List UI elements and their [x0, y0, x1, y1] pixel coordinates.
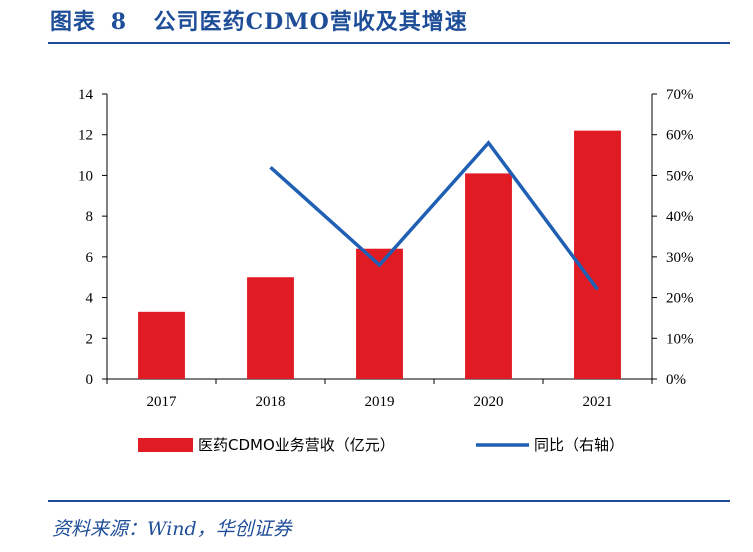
footer-divider	[48, 500, 730, 502]
source-note: 资料来源：Wind，华创证券	[52, 518, 292, 540]
right-tick-label: 50%	[666, 168, 694, 184]
x-tick-label: 2021	[583, 394, 613, 410]
left-tick-label: 2	[86, 331, 94, 347]
figure-title-text: 公司医药CDMO营收及其增速	[153, 9, 468, 35]
right-tick-label: 40%	[666, 209, 694, 225]
combo-chart: 0 2 4 6 8 10 12 14 0% 10% 20% 30% 40% 50% 60% 70% 2017 20…	[78, 87, 694, 454]
figure-label: 图表	[50, 9, 97, 35]
right-tick-label: 70%	[666, 87, 694, 103]
bar	[465, 173, 512, 379]
right-tick-label: 10%	[666, 331, 694, 347]
figure-title: 图表 8 公司医药CDMO营收及其增速	[50, 4, 468, 36]
x-tick-label: 2018	[256, 394, 286, 410]
left-tick-label: 6	[86, 250, 94, 266]
legend-line-label: 同比（右轴）	[534, 436, 624, 454]
bar	[574, 130, 621, 379]
title-divider	[48, 42, 730, 44]
left-tick-label: 4	[86, 291, 94, 307]
bar	[356, 248, 403, 379]
left-tick-label: 8	[86, 209, 94, 225]
legend-bar-label: 医药CDMO业务营收（亿元）	[198, 436, 395, 454]
x-tick-label: 2020	[474, 394, 504, 410]
bar	[247, 277, 294, 379]
legend-bar-swatch	[138, 438, 193, 452]
left-tick-label: 0	[86, 372, 94, 388]
figure-number: 8	[110, 9, 127, 35]
bar	[138, 311, 185, 379]
x-tick-label: 2019	[365, 394, 395, 410]
left-tick-label: 12	[78, 128, 93, 144]
right-tick-label: 60%	[666, 128, 694, 144]
growth-line	[269, 140, 599, 291]
right-tick-label: 0%	[666, 372, 686, 388]
x-tick-label: 2017	[147, 394, 178, 410]
left-tick-label: 14	[78, 87, 94, 103]
left-tick-label: 10	[78, 168, 93, 184]
right-tick-label: 20%	[666, 291, 694, 307]
right-tick-label: 30%	[666, 250, 694, 266]
